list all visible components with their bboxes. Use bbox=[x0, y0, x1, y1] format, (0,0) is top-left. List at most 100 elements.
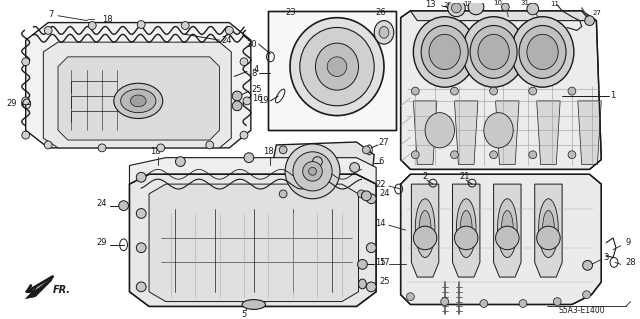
Ellipse shape bbox=[451, 151, 458, 159]
Ellipse shape bbox=[406, 293, 414, 300]
Ellipse shape bbox=[502, 3, 509, 11]
Polygon shape bbox=[26, 277, 53, 299]
Text: 17: 17 bbox=[379, 258, 390, 267]
Ellipse shape bbox=[379, 26, 389, 38]
Ellipse shape bbox=[362, 146, 371, 154]
Polygon shape bbox=[495, 101, 519, 165]
Text: 26: 26 bbox=[376, 8, 387, 17]
Ellipse shape bbox=[327, 57, 347, 77]
Ellipse shape bbox=[568, 87, 576, 95]
Ellipse shape bbox=[451, 87, 458, 95]
Ellipse shape bbox=[415, 199, 435, 257]
Ellipse shape bbox=[456, 199, 476, 257]
Text: 30: 30 bbox=[246, 40, 257, 48]
Ellipse shape bbox=[519, 300, 527, 308]
Polygon shape bbox=[493, 184, 521, 277]
Ellipse shape bbox=[285, 144, 340, 199]
Text: 14: 14 bbox=[376, 219, 386, 228]
Ellipse shape bbox=[366, 194, 376, 204]
Ellipse shape bbox=[358, 279, 366, 289]
Text: 27: 27 bbox=[593, 10, 602, 16]
Text: 10: 10 bbox=[493, 0, 502, 6]
Ellipse shape bbox=[484, 113, 513, 148]
Text: 19: 19 bbox=[258, 96, 268, 105]
Text: 15: 15 bbox=[376, 258, 386, 267]
Text: 25: 25 bbox=[379, 278, 390, 286]
Ellipse shape bbox=[232, 101, 242, 111]
Ellipse shape bbox=[452, 3, 461, 13]
Ellipse shape bbox=[118, 201, 129, 211]
Text: —: — bbox=[86, 15, 95, 24]
Ellipse shape bbox=[527, 34, 558, 70]
Ellipse shape bbox=[478, 34, 509, 70]
Ellipse shape bbox=[308, 167, 316, 175]
Ellipse shape bbox=[44, 26, 52, 34]
Ellipse shape bbox=[312, 157, 323, 167]
Ellipse shape bbox=[44, 141, 52, 149]
Ellipse shape bbox=[454, 226, 478, 250]
Ellipse shape bbox=[366, 282, 376, 292]
Ellipse shape bbox=[447, 0, 465, 17]
Ellipse shape bbox=[240, 58, 248, 66]
Text: 18: 18 bbox=[263, 147, 274, 156]
Ellipse shape bbox=[419, 211, 431, 246]
Text: 16: 16 bbox=[252, 94, 262, 103]
Ellipse shape bbox=[585, 16, 595, 26]
Text: 6: 6 bbox=[378, 157, 383, 166]
Polygon shape bbox=[410, 11, 589, 21]
Text: 20: 20 bbox=[443, 2, 452, 8]
Ellipse shape bbox=[138, 21, 145, 28]
Text: 11: 11 bbox=[550, 1, 559, 7]
Polygon shape bbox=[268, 11, 396, 130]
Ellipse shape bbox=[22, 58, 29, 66]
Ellipse shape bbox=[412, 87, 419, 95]
Ellipse shape bbox=[470, 26, 517, 78]
Ellipse shape bbox=[316, 43, 358, 90]
Ellipse shape bbox=[490, 151, 497, 159]
Ellipse shape bbox=[136, 209, 146, 219]
Text: 3: 3 bbox=[604, 253, 609, 262]
Ellipse shape bbox=[242, 300, 266, 309]
Text: 22: 22 bbox=[376, 180, 386, 189]
Polygon shape bbox=[452, 184, 480, 277]
Polygon shape bbox=[578, 101, 602, 165]
Ellipse shape bbox=[537, 226, 560, 250]
Text: FR.: FR. bbox=[53, 285, 71, 295]
Polygon shape bbox=[26, 23, 251, 148]
Ellipse shape bbox=[290, 18, 384, 115]
Polygon shape bbox=[537, 101, 560, 165]
Ellipse shape bbox=[468, 0, 484, 15]
Ellipse shape bbox=[374, 21, 394, 44]
Ellipse shape bbox=[425, 113, 454, 148]
Text: 28: 28 bbox=[626, 258, 636, 267]
Ellipse shape bbox=[181, 22, 189, 29]
Ellipse shape bbox=[366, 243, 376, 253]
Polygon shape bbox=[129, 158, 376, 184]
Text: 8: 8 bbox=[252, 69, 257, 78]
Ellipse shape bbox=[240, 131, 248, 139]
Polygon shape bbox=[454, 101, 478, 165]
Text: 7: 7 bbox=[49, 10, 54, 19]
Ellipse shape bbox=[358, 259, 367, 269]
Polygon shape bbox=[44, 42, 231, 148]
Ellipse shape bbox=[539, 199, 558, 257]
Text: 13: 13 bbox=[425, 0, 435, 10]
Text: 25: 25 bbox=[252, 85, 262, 94]
Text: 23: 23 bbox=[285, 8, 296, 17]
Ellipse shape bbox=[279, 190, 287, 198]
Ellipse shape bbox=[362, 191, 371, 201]
Text: 2: 2 bbox=[422, 172, 428, 181]
Polygon shape bbox=[129, 174, 376, 307]
Polygon shape bbox=[401, 11, 602, 169]
Ellipse shape bbox=[88, 22, 96, 29]
Ellipse shape bbox=[480, 300, 488, 308]
Ellipse shape bbox=[582, 291, 591, 299]
Ellipse shape bbox=[131, 95, 146, 107]
Ellipse shape bbox=[114, 83, 163, 119]
Ellipse shape bbox=[303, 162, 323, 181]
Ellipse shape bbox=[136, 243, 146, 253]
Polygon shape bbox=[412, 184, 439, 277]
Ellipse shape bbox=[497, 199, 517, 257]
Ellipse shape bbox=[121, 89, 156, 113]
Ellipse shape bbox=[206, 141, 214, 149]
